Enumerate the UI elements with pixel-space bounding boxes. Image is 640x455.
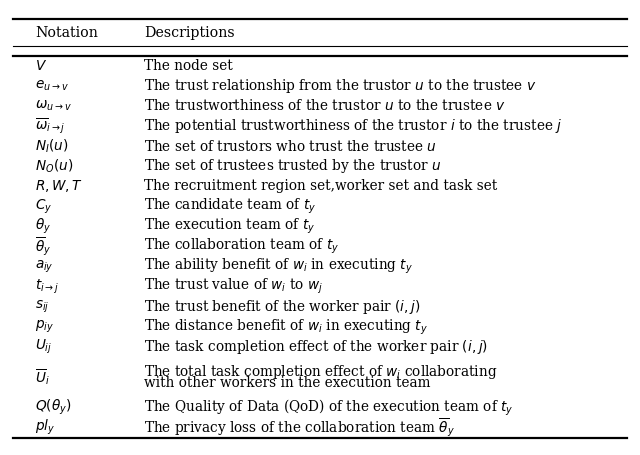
Text: The Quality of Data (QoD) of the execution team of $t_y$: The Quality of Data (QoD) of the executi… bbox=[144, 397, 513, 418]
Text: $C_y$: $C_y$ bbox=[35, 197, 52, 216]
Text: The trustworthiness of the trustor $u$ to the trustee $v$: The trustworthiness of the trustor $u$ t… bbox=[144, 98, 506, 113]
Text: $p_{iy}$: $p_{iy}$ bbox=[35, 319, 54, 335]
Text: $V$: $V$ bbox=[35, 59, 47, 72]
Text: $a_{iy}$: $a_{iy}$ bbox=[35, 258, 54, 275]
Text: $R, W, T$: $R, W, T$ bbox=[35, 178, 83, 194]
Text: The trust relationship from the trustor $u$ to the trustee $v$: The trust relationship from the trustor … bbox=[144, 77, 536, 95]
Text: Notation: Notation bbox=[35, 26, 98, 40]
Text: $N_O(u)$: $N_O(u)$ bbox=[35, 157, 74, 175]
Text: Descriptions: Descriptions bbox=[144, 26, 235, 40]
Text: The trust value of $w_i$ to $w_j$: The trust value of $w_i$ to $w_j$ bbox=[144, 277, 323, 297]
Text: $N_I(u)$: $N_I(u)$ bbox=[35, 137, 68, 155]
Text: The potential trustworthiness of the trustor $i$ to the trustee $j$: The potential trustworthiness of the tru… bbox=[144, 117, 562, 135]
Text: $\theta_y$: $\theta_y$ bbox=[35, 217, 51, 236]
Text: The total task completion effect of $w_i$ collaborating: The total task completion effect of $w_i… bbox=[144, 363, 497, 381]
Text: The execution team of $t_y$: The execution team of $t_y$ bbox=[144, 217, 315, 236]
Text: $t_{i\rightarrow j}$: $t_{i\rightarrow j}$ bbox=[35, 278, 60, 296]
Text: $e_{u\rightarrow v}$: $e_{u\rightarrow v}$ bbox=[35, 78, 69, 93]
Text: The task completion effect of the worker pair $(i, j)$: The task completion effect of the worker… bbox=[144, 338, 488, 356]
Text: $U_{ij}$: $U_{ij}$ bbox=[35, 338, 52, 356]
Text: The node set: The node set bbox=[144, 59, 233, 72]
Text: The set of trustors who trust the trustee $u$: The set of trustors who trust the truste… bbox=[144, 138, 437, 153]
Text: The candidate team of $t_y$: The candidate team of $t_y$ bbox=[144, 197, 316, 216]
Text: $\omega_{u\rightarrow v}$: $\omega_{u\rightarrow v}$ bbox=[35, 99, 72, 113]
Text: The set of trustees trusted by the trustor $u$: The set of trustees trusted by the trust… bbox=[144, 157, 442, 175]
Text: $s_{ij}$: $s_{ij}$ bbox=[35, 299, 49, 315]
Text: $\overline{\omega}_{i\rightarrow j}$: $\overline{\omega}_{i\rightarrow j}$ bbox=[35, 116, 66, 136]
Text: The ability benefit of $w_i$ in executing $t_y$: The ability benefit of $w_i$ in executin… bbox=[144, 257, 413, 276]
Text: The trust benefit of the worker pair $(i, j)$: The trust benefit of the worker pair $(i… bbox=[144, 298, 420, 316]
Text: The collaboration team of $t_y$: The collaboration team of $t_y$ bbox=[144, 237, 339, 256]
Text: with other workers in the execution team: with other workers in the execution team bbox=[144, 375, 431, 389]
Text: $Q(\theta_y)$: $Q(\theta_y)$ bbox=[35, 398, 72, 417]
Text: The privacy loss of the collaboration team $\overline{\theta}_y$: The privacy loss of the collaboration te… bbox=[144, 416, 455, 439]
Text: $\overline{U}_i$: $\overline{U}_i$ bbox=[35, 368, 50, 387]
Text: $pl_y$: $pl_y$ bbox=[35, 418, 56, 437]
Text: The distance benefit of $w_i$ in executing $t_y$: The distance benefit of $w_i$ in executi… bbox=[144, 318, 428, 337]
Text: $\overline{\theta}_y$: $\overline{\theta}_y$ bbox=[35, 235, 51, 258]
Text: The recruitment region set,worker set and task set: The recruitment region set,worker set an… bbox=[144, 179, 497, 193]
